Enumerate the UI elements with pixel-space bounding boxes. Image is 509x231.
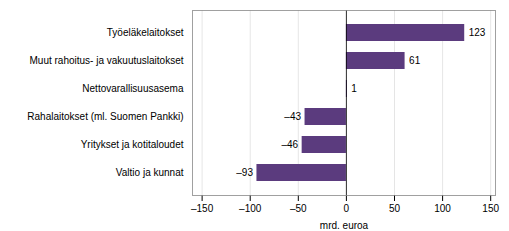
svg-text:Yritykset ja kotitaloudet: Yritykset ja kotitaloudet (81, 139, 184, 150)
svg-text:Valtio ja kunnat: Valtio ja kunnat (116, 167, 184, 178)
svg-text:61: 61 (409, 55, 421, 66)
svg-text:Muut rahoitus- ja vakuutuslait: Muut rahoitus- ja vakuutuslaitokset (30, 55, 184, 66)
svg-text:50: 50 (389, 203, 401, 214)
svg-text:Nettovarallisuusasema: Nettovarallisuusasema (82, 83, 184, 94)
svg-text:–43: –43 (284, 111, 301, 122)
svg-text:–93: –93 (236, 167, 253, 178)
svg-text:123: 123 (469, 27, 486, 38)
svg-text:–46: –46 (281, 139, 298, 150)
svg-text:Työeläkelaitokset: Työeläkelaitokset (107, 27, 184, 38)
svg-text:100: 100 (434, 203, 451, 214)
svg-text:150: 150 (482, 203, 499, 214)
svg-text:mrd. euroa: mrd. euroa (320, 220, 369, 231)
svg-text:0: 0 (344, 203, 350, 214)
svg-text:–150: –150 (191, 203, 214, 214)
svg-text:–50: –50 (290, 203, 307, 214)
svg-text:1: 1 (351, 83, 357, 94)
svg-text:Rahalaitokset (ml. Suomen Pank: Rahalaitokset (ml. Suomen Pankki) (27, 111, 183, 122)
svg-text:–100: –100 (239, 203, 262, 214)
